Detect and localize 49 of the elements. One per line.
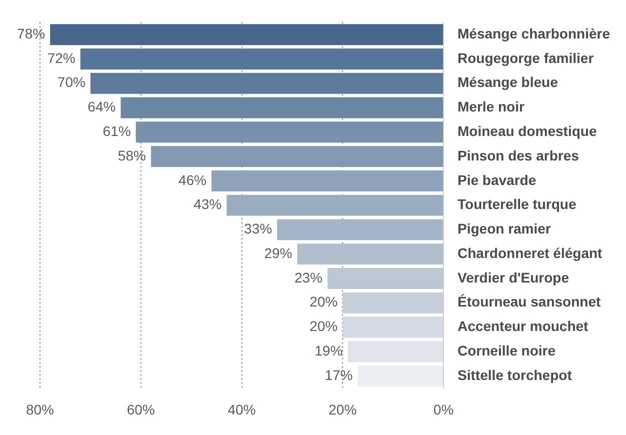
bar bbox=[358, 366, 444, 386]
y-tick-label: Pie bavarde bbox=[458, 172, 536, 188]
data-label: 33% bbox=[244, 220, 272, 237]
y-tick-label: Mésange bleue bbox=[458, 74, 558, 90]
data-label: 70% bbox=[57, 74, 86, 90]
x-tick-label: 0% bbox=[433, 401, 454, 418]
y-tick-label: Accenteur mouchet bbox=[458, 318, 589, 334]
data-label: 17% bbox=[324, 366, 353, 383]
y-tick-label: Pinson des arbres bbox=[458, 147, 580, 164]
data-label: 19% bbox=[314, 342, 343, 358]
bar bbox=[50, 24, 444, 46]
data-label: 58% bbox=[118, 147, 146, 164]
y-tick-label: Verdier d'Europe bbox=[458, 269, 570, 286]
data-label: 20% bbox=[310, 294, 338, 310]
data-label: 29% bbox=[264, 244, 292, 261]
data-label: 20% bbox=[310, 318, 338, 334]
bar bbox=[342, 316, 444, 338]
y-tick-label: Merle noir bbox=[458, 98, 525, 115]
y-tick-label: Sittelle torchepot bbox=[458, 366, 572, 383]
x-tick-label: 40% bbox=[228, 401, 256, 418]
bar bbox=[90, 72, 444, 94]
data-label: 72% bbox=[47, 50, 76, 66]
x-tick-label: 60% bbox=[126, 401, 155, 418]
data-label: 23% bbox=[294, 269, 322, 286]
bar bbox=[328, 268, 444, 289]
bar bbox=[277, 219, 444, 240]
y-tick-label: Corneille noire bbox=[458, 342, 556, 358]
y-tick-label: Moineau domestique bbox=[458, 123, 597, 139]
data-label: 46% bbox=[178, 172, 206, 188]
y-tick-label: Chardonneret élégant bbox=[458, 244, 603, 261]
bar bbox=[136, 122, 444, 143]
bar bbox=[80, 48, 444, 70]
bar bbox=[150, 146, 444, 168]
data-label: 61% bbox=[102, 123, 131, 139]
bar bbox=[211, 170, 444, 192]
bar bbox=[120, 97, 444, 118]
y-tick-label: Étourneau sansonnet bbox=[458, 294, 601, 310]
data-label: 43% bbox=[194, 196, 222, 212]
bar bbox=[297, 244, 444, 265]
y-tick-label: Pigeon ramier bbox=[458, 220, 552, 237]
bar bbox=[226, 194, 444, 216]
x-tick-label: 20% bbox=[328, 401, 357, 418]
x-tick-label: 80% bbox=[26, 401, 54, 418]
bar bbox=[348, 341, 444, 362]
data-label: 78% bbox=[17, 25, 46, 42]
data-label: 64% bbox=[88, 98, 116, 115]
y-tick-label: Rougegorge familier bbox=[458, 50, 594, 66]
y-tick-label: Mésange charbonnière bbox=[458, 25, 610, 42]
y-tick-label: Tourterelle turque bbox=[458, 196, 576, 212]
